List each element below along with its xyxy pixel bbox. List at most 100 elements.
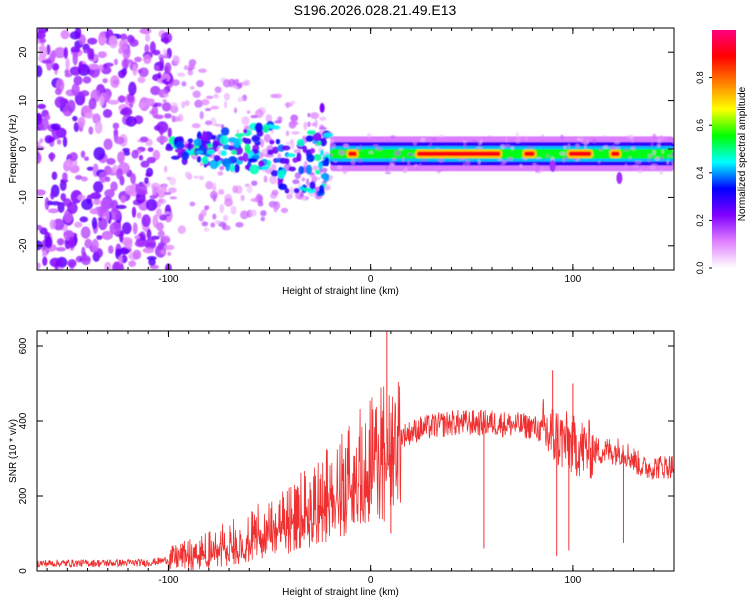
- spectrogram-cell: [120, 195, 127, 204]
- spectrogram-cell: [162, 48, 167, 57]
- spectrogram-cell: [209, 159, 219, 170]
- spectrogram-cell: [319, 184, 325, 194]
- spectrogram-cell: [174, 148, 185, 154]
- spectrogram-cell: [221, 225, 231, 231]
- spectrogram-cell: [112, 79, 119, 85]
- spectrogram-cell: [270, 169, 279, 177]
- spectrogram-cell: [313, 176, 321, 181]
- spectrogram-cell: [234, 163, 240, 173]
- spectrogram-peak: [524, 151, 535, 157]
- spectrogram-cell: [184, 100, 190, 107]
- spectrogram-cell: [77, 194, 86, 201]
- spectrogram-cell: [167, 127, 172, 138]
- snr-panel: -100 0 100 0 200 400 600 Height of straight lin…: [8, 330, 675, 598]
- spectrogram-cell: [666, 137, 673, 141]
- spectrogram-cell: [114, 136, 125, 145]
- spectrogram-cell: [102, 108, 113, 118]
- spectrogram-cell: [42, 249, 48, 259]
- spectrogram-cell: [524, 135, 529, 141]
- spectrogram-cell: [265, 114, 273, 123]
- spectrogram-cell: [146, 228, 152, 240]
- spectrogram-cell: [98, 32, 107, 46]
- spectrogram-cell: [230, 205, 237, 215]
- spectrogram-cell: [294, 172, 301, 179]
- spectrogram-cell: [559, 151, 567, 156]
- spectrogram-cell: [342, 171, 348, 174]
- spectrogram-cell: [188, 64, 196, 70]
- spectrogram-cell: [37, 240, 43, 251]
- spectrogram-cell: [98, 64, 104, 72]
- spectrogram-cell: [78, 34, 86, 45]
- spectrogram-cell: [647, 153, 653, 158]
- spectrogram-cell: [74, 28, 82, 39]
- spectrogram-cell: [611, 144, 616, 151]
- spectrogram-cell: [281, 145, 291, 151]
- spectrogram-cell: [67, 201, 78, 215]
- spectrogram-cell: [45, 57, 53, 71]
- spectrogram-cell: [305, 135, 314, 142]
- spectrogram-cell: [199, 111, 204, 120]
- colorbar-label: Normalized spectral amplitude: [737, 86, 748, 221]
- spectrogram-cell: [163, 93, 170, 98]
- spectrogram-cell: [209, 190, 218, 200]
- spectrogram-cell: [84, 112, 95, 119]
- spectrogram-cell: [263, 175, 268, 183]
- spectrogram-cell: [249, 209, 257, 217]
- spectrogram-cell: [251, 180, 258, 186]
- spectrogram-cell: [51, 171, 58, 180]
- spectrogram-cell: [98, 171, 107, 183]
- spectrogram-cell: [104, 261, 112, 270]
- spectrogram-cell: [153, 65, 160, 71]
- spectrogram-cell: [79, 216, 89, 223]
- spectrogram-cell: [318, 126, 327, 130]
- spectrogram-cell: [515, 137, 521, 144]
- spectrogram-cell: [649, 165, 656, 171]
- spectrogram-cell: [183, 65, 188, 71]
- spectrogram-cell: [427, 144, 431, 148]
- spectrogram-cell: [74, 221, 83, 228]
- x-tick-label: 0: [368, 575, 374, 586]
- spectrogram-cell: [307, 121, 311, 128]
- spectrogram-cell: [159, 214, 167, 221]
- spectrogram-peak: [611, 151, 620, 157]
- spectrogram-cell: [54, 96, 66, 109]
- spectrogram-cell: [650, 141, 654, 148]
- spectrogram-cell: [338, 150, 346, 156]
- spectrogram-cell: [189, 201, 196, 207]
- spectrogram-cell: [96, 235, 103, 240]
- spectrogram-cell: [270, 93, 278, 99]
- spectrogram-cell: [70, 189, 83, 204]
- spectrogram-cell: [149, 194, 158, 200]
- spectrogram-cell: [429, 141, 433, 146]
- spectrogram-cell: [142, 247, 155, 254]
- x-tick-label: -100: [158, 274, 178, 285]
- spectrogram-cell: [115, 204, 127, 210]
- spectrogram-cell: [241, 116, 250, 126]
- spectrogram-cell: [107, 99, 120, 105]
- spectrogram-cell: [415, 165, 418, 170]
- spectrogram-cell: [42, 256, 48, 266]
- spectrogram-cell: [199, 162, 204, 166]
- spectrogram-cell: [541, 134, 544, 140]
- spectrogram-cell: [165, 145, 174, 152]
- spectrogram-cell: [151, 104, 159, 119]
- spectrogram-cell: [263, 133, 271, 143]
- spectrogram-cell: [156, 135, 169, 144]
- spectrogram-cell: [169, 176, 177, 186]
- spectrogram-cell: [312, 132, 322, 142]
- spectrogram-peak: [348, 151, 357, 157]
- spectrogram-cell: [166, 78, 170, 82]
- spectrogram-cell: [303, 121, 308, 131]
- spectrogram-cell: [666, 159, 670, 165]
- spectrogram-cell: [147, 147, 154, 152]
- spectrogram-cell: [125, 116, 137, 127]
- spectrogram-cell: [143, 54, 152, 65]
- spectrogram-cell: [119, 109, 130, 115]
- spectrogram-cell: [285, 130, 290, 137]
- spectrogram-cell: [272, 146, 279, 154]
- spectrogram-cell: [88, 97, 97, 110]
- spectrogram-cell: [210, 222, 216, 228]
- spectrogram-cell: [402, 156, 405, 163]
- spectrogram-cell: [164, 191, 172, 196]
- spectrogram-cell: [51, 62, 60, 71]
